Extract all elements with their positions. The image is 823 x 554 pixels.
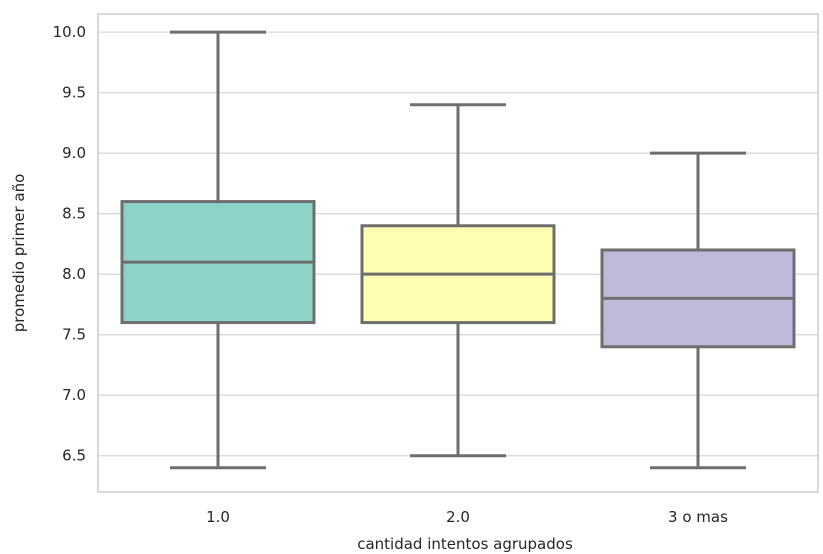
x-tick-labels: 1.0 2.0 3 o mas: [206, 508, 728, 526]
y-tick-label: 8.5: [62, 205, 86, 223]
x-tick-label: 2.0: [446, 508, 470, 526]
box-2: [360, 103, 556, 458]
y-tick-label: 8.0: [62, 265, 86, 283]
y-tick-label: 7.5: [62, 326, 86, 344]
y-tick-label: 9.0: [62, 144, 86, 162]
y-tick-label: 9.5: [62, 84, 86, 102]
y-axis-label: promedio primer año: [10, 174, 28, 333]
y-tick-labels: 6.5 7.0 7.5 8.0 8.5 9.0 9.5 10.0: [53, 23, 86, 465]
y-tick-label: 10.0: [53, 23, 86, 41]
x-axis-label: cantidad intentos agrupados: [357, 535, 573, 553]
plot-frame: [97, 13, 819, 493]
box-1: [120, 30, 316, 470]
y-tick-label: 6.5: [62, 447, 86, 465]
boxes: [120, 30, 796, 470]
y-tick-label: 7.0: [62, 386, 86, 404]
x-tick-label: 3 o mas: [668, 508, 728, 526]
box-3: [600, 151, 796, 470]
x-tick-label: 1.0: [206, 508, 230, 526]
